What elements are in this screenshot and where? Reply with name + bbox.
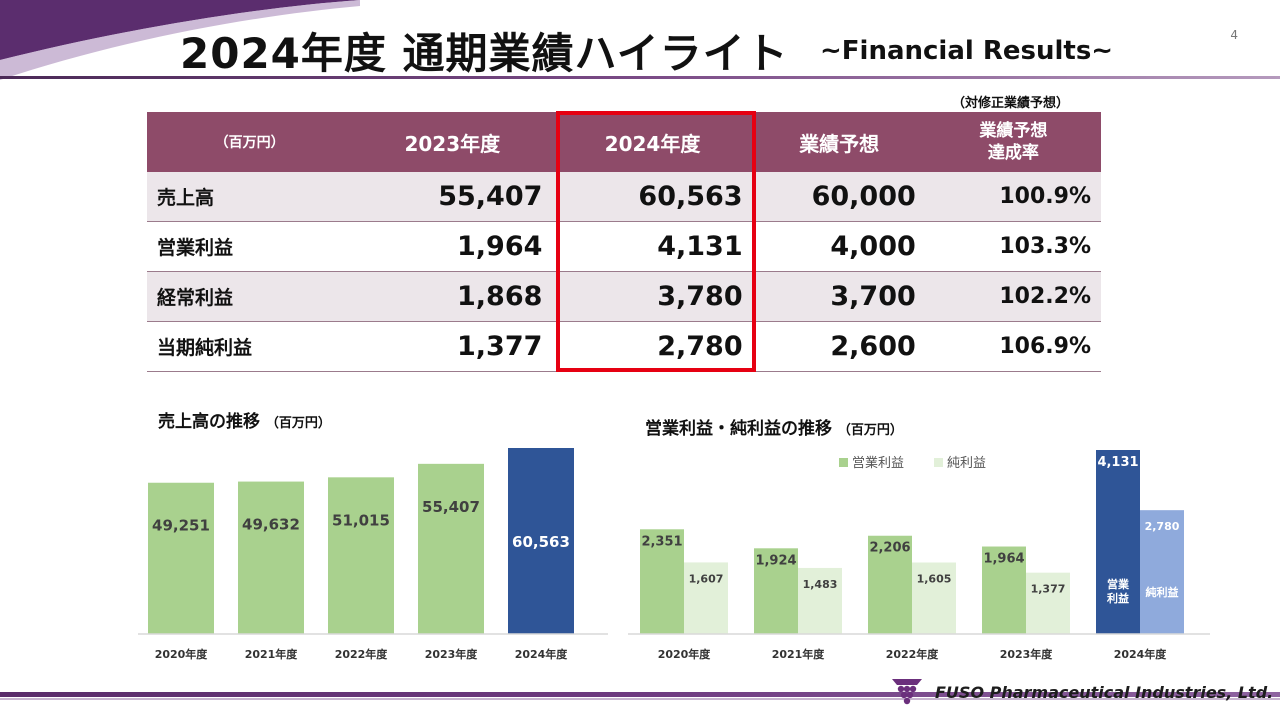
- sales-chart-title: 売上高の推移 （百万円）: [158, 407, 331, 432]
- corner-swoosh-decoration: [0, 0, 360, 80]
- net-income-inbar-label: 純利益: [1146, 585, 1179, 599]
- sales-bar: [508, 448, 574, 634]
- cell-2023: 1,868: [352, 271, 553, 322]
- cell-2024: 60,563: [552, 172, 753, 222]
- sales-value-label: 49,632: [242, 516, 300, 534]
- profit-category-label: 2020年度: [658, 647, 712, 661]
- table-row: 経常利益 1,868 3,780 3,700 102.2%: [147, 271, 1101, 322]
- operating-profit-bar: [1096, 450, 1140, 634]
- grape-logo-icon: [892, 679, 922, 705]
- sales-trend-chart: 49,251 2020年度 49,632 2021年度 51,015 2022年度 55,4…: [138, 448, 608, 661]
- sales-bar: [238, 481, 304, 634]
- operating-profit-bar: [982, 546, 1026, 634]
- row-label: 売上高: [147, 172, 353, 222]
- legend-swatch-operating-profit: [839, 458, 848, 467]
- profit-chart-title: 営業利益・純利益の推移 （百万円）: [645, 414, 903, 439]
- row-label: 営業利益: [147, 221, 353, 272]
- cell-2024: 2,780: [552, 321, 753, 372]
- profit-category-label: 2024年度: [1114, 647, 1168, 661]
- table-row: 売上高 55,407 60,563 60,000 100.9%: [147, 172, 1101, 222]
- sales-category-label: 2022年度: [335, 647, 389, 661]
- legend-label-net-income: 純利益: [947, 456, 986, 471]
- legend-swatch-net-income: [934, 458, 943, 467]
- net-income-bar: [1026, 572, 1070, 634]
- header: 2024年度 通期業績ハイライト ~Financial Results~ 4: [0, 0, 1280, 80]
- cell-forecast: 2,600: [752, 321, 926, 372]
- profit-category-label: 2021年度: [772, 647, 826, 661]
- achievement-rate-header-text: 業績予想 達成率: [979, 121, 1048, 163]
- operating-profit-value-label: 1,964: [983, 552, 1024, 567]
- footer-divider-light: [0, 698, 1280, 700]
- operating-profit-bar: [754, 548, 798, 634]
- sales-value-label: 51,015: [332, 511, 390, 529]
- cell-rate: 102.2%: [925, 271, 1101, 322]
- sales-chart-title-text: 売上高の推移: [158, 412, 260, 432]
- net-income-value-label: 1,483: [803, 578, 838, 591]
- cell-rate: 100.9%: [925, 172, 1101, 222]
- sales-category-label: 2020年度: [155, 647, 209, 661]
- net-income-bar: [684, 562, 728, 634]
- sales-chart-unit: （百万円）: [265, 416, 331, 431]
- sales-category-label: 2021年度: [245, 647, 299, 661]
- company-name: FUSO Pharmaceutical Industries, Ltd.: [935, 683, 1274, 702]
- net-income-bar: [1140, 510, 1184, 634]
- column-header-forecast: 業績予想: [752, 112, 926, 172]
- sales-bar: [148, 482, 214, 634]
- cell-2023: 1,964: [352, 221, 553, 272]
- operating-profit-value-label: 2,206: [869, 541, 910, 556]
- profit-category-label: 2022年度: [886, 647, 940, 661]
- sales-bar: [418, 463, 484, 634]
- current-year-highlight-box: [556, 111, 756, 372]
- row-label: 当期純利益: [147, 321, 353, 372]
- footer-divider: [0, 692, 1280, 697]
- table-row: 当期純利益 1,377 2,780 2,600 106.9%: [147, 321, 1101, 372]
- column-header-2023: 2023年度: [352, 112, 553, 172]
- page-number: 4: [1230, 28, 1238, 42]
- profit-category-label: 2023年度: [1000, 647, 1054, 661]
- sales-value-label: 60,563: [512, 533, 570, 551]
- results-table: （百万円） 2023年度 2024年度 業績予想 業績予想 達成率 売上高 55,…: [147, 112, 1101, 372]
- column-header-achievement-rate: 業績予想 達成率: [925, 112, 1101, 172]
- operating-profit-value-label: 1,924: [755, 553, 796, 568]
- cell-2023: 1,377: [352, 321, 553, 372]
- cell-forecast: 60,000: [752, 172, 926, 222]
- net-income-value-label: 1,605: [917, 573, 952, 586]
- sales-value-label: 55,407: [422, 498, 480, 516]
- profit-trend-chart: 営業利益 純利益2,3511,6072020年度1,9241,4832021年度2…: [628, 450, 1210, 661]
- operating-profit-value-label: 4,131: [1097, 455, 1138, 470]
- cell-rate: 106.9%: [925, 321, 1101, 372]
- sales-value-label: 49,251: [152, 517, 210, 535]
- title-divider: [0, 76, 1280, 79]
- net-income-bar: [912, 562, 956, 634]
- cell-2024: 4,131: [552, 221, 753, 272]
- sales-category-label: 2023年度: [425, 647, 479, 661]
- column-header-unit: （百万円）: [147, 112, 353, 172]
- row-label: 経常利益: [147, 271, 353, 322]
- legend-label-operating-profit: 営業利益: [852, 455, 904, 471]
- profit-chart-title-text: 営業利益・純利益の推移: [645, 419, 832, 439]
- net-income-bar: [798, 567, 842, 634]
- net-income-value-label: 1,377: [1031, 583, 1066, 596]
- net-income-value-label: 1,607: [689, 572, 724, 585]
- cell-forecast: 3,700: [752, 271, 926, 322]
- page-title: 2024年度 通期業績ハイライト: [180, 29, 789, 78]
- column-header-2024: 2024年度: [552, 112, 753, 172]
- operating-profit-bar: [640, 529, 684, 634]
- net-income-value-label: 2,780: [1145, 520, 1180, 533]
- operating-profit-inbar-label: 営業: [1107, 577, 1130, 591]
- operating-profit-inbar-label: 利益: [1107, 591, 1129, 605]
- sales-category-label: 2024年度: [515, 647, 569, 661]
- table-row: 営業利益 1,964 4,131 4,000 103.3%: [147, 221, 1101, 272]
- operating-profit-bar: [868, 535, 912, 634]
- sales-bar: [328, 477, 394, 634]
- cell-forecast: 4,000: [752, 221, 926, 272]
- table-note: （対修正業績予想）: [952, 96, 1070, 111]
- cell-rate: 103.3%: [925, 221, 1101, 272]
- cell-2024: 3,780: [552, 271, 753, 322]
- operating-profit-value-label: 2,351: [641, 534, 682, 549]
- page-subtitle: ~Financial Results~: [820, 36, 1114, 66]
- cell-2023: 55,407: [352, 172, 553, 222]
- table-header-row: （百万円） 2023年度 2024年度 業績予想 業績予想 達成率: [147, 112, 1101, 172]
- profit-chart-unit: （百万円）: [837, 423, 903, 438]
